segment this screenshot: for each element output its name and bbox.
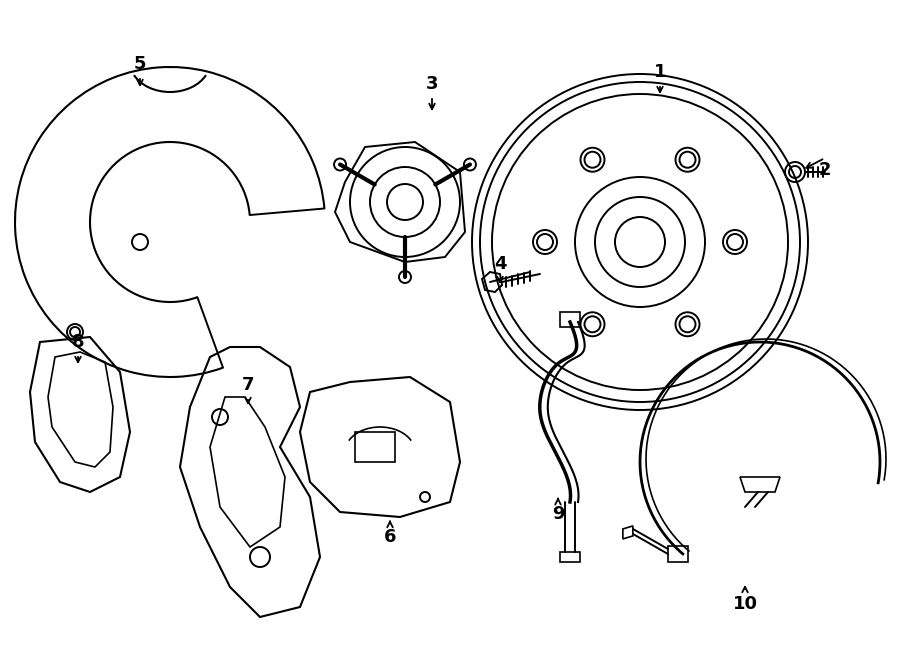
Text: 2: 2 <box>819 161 832 179</box>
Circle shape <box>399 271 411 283</box>
Text: 3: 3 <box>426 75 438 93</box>
Text: 1: 1 <box>653 63 666 81</box>
Text: 4: 4 <box>494 255 507 273</box>
Circle shape <box>334 158 346 171</box>
Text: 6: 6 <box>383 528 396 546</box>
Circle shape <box>420 492 430 502</box>
Text: 8: 8 <box>72 333 85 351</box>
Text: 7: 7 <box>242 376 255 394</box>
Text: 9: 9 <box>552 505 564 523</box>
Circle shape <box>464 158 476 171</box>
Text: 10: 10 <box>733 595 758 613</box>
Text: 5: 5 <box>134 55 147 73</box>
